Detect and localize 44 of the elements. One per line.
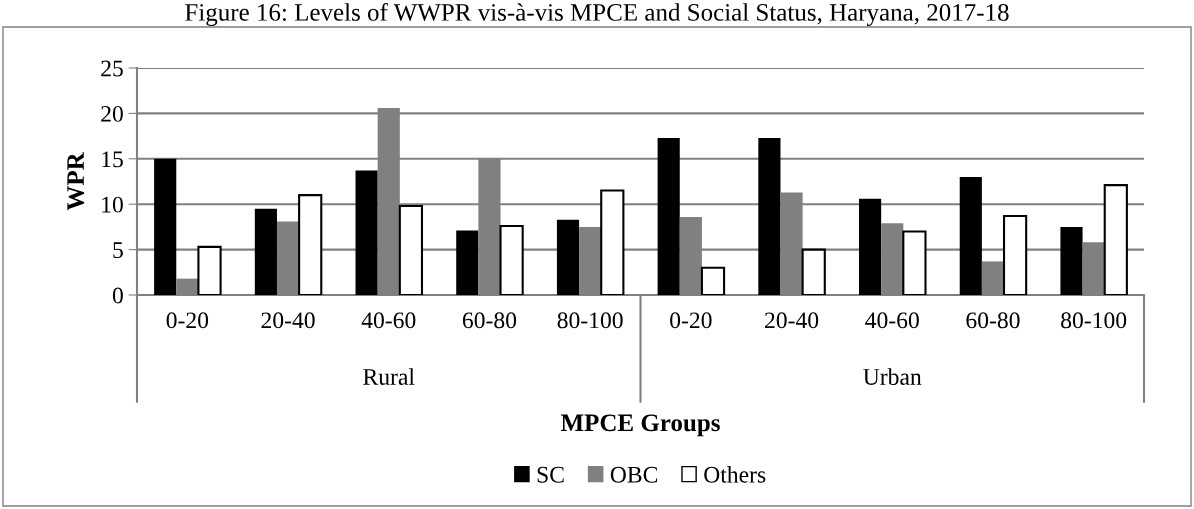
- bar: [1103, 184, 1128, 295]
- x-tick-label: 0-20: [166, 312, 209, 329]
- x-tick-label: 20-40: [765, 312, 819, 329]
- bar: [758, 137, 781, 295]
- y-tick-label: 5: [113, 242, 123, 259]
- y-tick-label: 25: [101, 60, 123, 77]
- y-tick-label: 10: [102, 196, 123, 213]
- bar: [556, 219, 580, 295]
- bar: [700, 266, 726, 295]
- x-tick-label: 80-100: [557, 312, 623, 329]
- bar: [859, 198, 882, 295]
- bar: [298, 194, 323, 295]
- bar: [154, 158, 177, 295]
- bar: [657, 137, 680, 295]
- bar: [1002, 214, 1028, 295]
- bar: [1060, 226, 1083, 295]
- x-tick-label: 20-40: [261, 312, 315, 329]
- y-tick-label: 15: [102, 151, 123, 168]
- legend-label: Others: [704, 466, 766, 483]
- text: Rural: [363, 368, 415, 385]
- x-tick-label: 60-80: [966, 312, 1020, 329]
- legend-label: OBC: [610, 466, 658, 483]
- bar: [456, 230, 479, 295]
- y-tick-label: 0: [112, 287, 123, 304]
- bar: [499, 224, 524, 295]
- bar: [801, 248, 826, 295]
- text: Urban: [863, 368, 922, 385]
- x-tick-label: 60-80: [462, 312, 517, 329]
- bar: [902, 230, 927, 295]
- y-axis-title: WPR: [67, 152, 85, 211]
- x-axis-title: MPCE Groups: [560, 414, 720, 437]
- legend-label: SC: [537, 466, 564, 483]
- chart-title: Figure 16: Levels of WWPR vis-à-vis MPCE and Social Status, Haryana, 2017-18: [185, 3, 1009, 26]
- bar: [600, 189, 625, 295]
- x-tick-label: 40-60: [361, 312, 416, 329]
- bar: [398, 204, 424, 295]
- x-tick-label: 0-20: [670, 312, 712, 329]
- bar: [254, 208, 277, 295]
- bar: [959, 176, 982, 295]
- bar: [197, 245, 222, 295]
- y-tick-label: 20: [101, 105, 123, 122]
- x-tick-label: 80-100: [1061, 312, 1127, 329]
- bar: [355, 170, 378, 295]
- x-tick-label: 40-60: [865, 312, 919, 329]
